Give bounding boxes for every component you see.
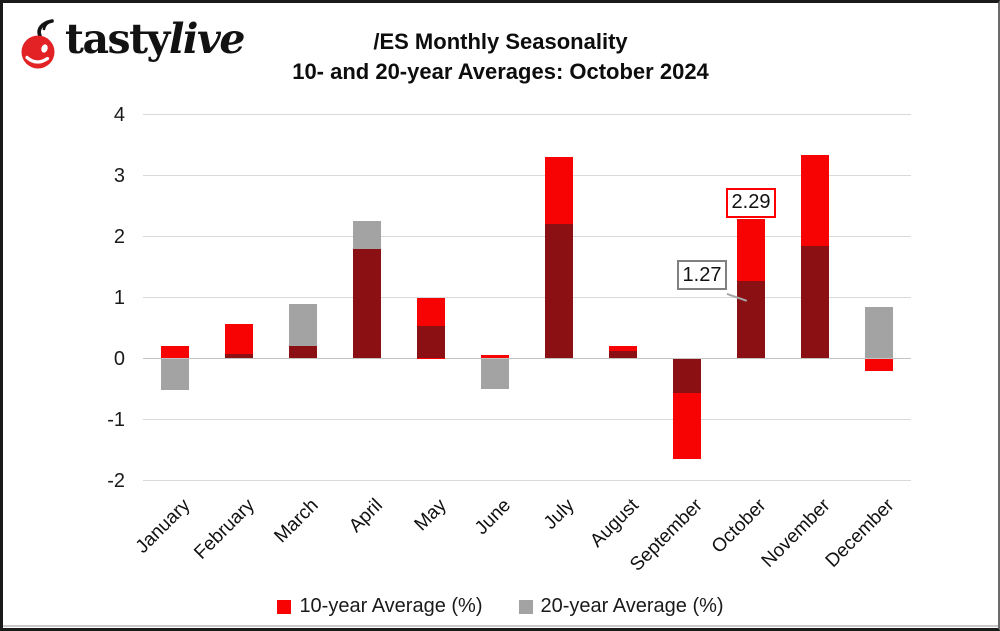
chart-title: /ES Monthly Seasonality 10- and 20-year …: [3, 27, 998, 87]
legend-swatch-20-year-icon: [518, 599, 533, 614]
x-tick-label-october: October: [708, 495, 771, 558]
brand-wordmark: tastylive: [65, 15, 246, 63]
gridline: [143, 418, 911, 421]
bar-overlap-march: [289, 345, 317, 359]
tastylive-logo: tastylive: [19, 15, 246, 71]
bar-10-year-june: [481, 354, 509, 359]
bar-overlap-october: [737, 281, 765, 359]
y-tick-label: -1: [107, 408, 125, 431]
bar-overlap-september: [673, 358, 701, 393]
y-tick-label: 4: [113, 103, 125, 126]
x-tick-label-may: May: [410, 495, 451, 536]
y-tick-label: 0: [113, 347, 125, 370]
legend-label-20-year: 20-year Average (%): [540, 595, 724, 617]
y-tick-label: 3: [113, 164, 125, 187]
x-tick-label-november: November: [758, 495, 835, 572]
legend-item-20-year: 20-year Average (%): [518, 595, 724, 618]
bar-overlap-april: [353, 248, 381, 359]
gridline: [143, 479, 911, 482]
gridline: [143, 174, 911, 177]
x-tick-label-march: March: [270, 495, 323, 548]
y-tick-label: -2: [107, 469, 125, 492]
bar-10-year-february: [225, 323, 253, 359]
legend-label-10-year: 10-year Average (%): [299, 595, 483, 617]
x-axis-line: [143, 357, 911, 360]
plot-area: 4 3 2 1 0 -1 -2 January February March April May Jun…: [3, 3, 998, 628]
gridline: [143, 296, 911, 299]
data-label-2.29: 2.29: [726, 187, 776, 218]
bar-20-year-january: [161, 358, 189, 391]
y-tick-label: 1: [113, 286, 125, 309]
x-tick-label-february: February: [190, 495, 259, 564]
bar-overlap-july: [545, 224, 573, 359]
brand-tasty: tasty: [65, 15, 170, 63]
gridline: [143, 235, 911, 238]
x-tick-label-august: August: [586, 495, 643, 552]
x-tick-label-july: July: [540, 495, 579, 534]
data-label-1.27: 1.27: [677, 260, 727, 291]
bar-20-year-june: [481, 358, 509, 389]
bar-overlap-may: [417, 326, 445, 359]
bar-overlap-august: [609, 350, 637, 359]
chart-title-line1: /ES Monthly Seasonality: [373, 29, 628, 54]
legend-swatch-10-year-icon: [277, 599, 292, 614]
gridline: [143, 113, 911, 116]
legend-item-10-year: 10-year Average (%): [277, 595, 483, 618]
bottom-divider: [3, 625, 998, 627]
brand-live: live: [168, 15, 246, 63]
chart-title-line2: 10- and 20-year Averages: October 2024: [292, 59, 709, 84]
x-tick-label-april: April: [345, 495, 387, 537]
bar-overlap-november: [801, 245, 829, 359]
bar-10-year-december: [865, 358, 893, 371]
x-tick-label-december: December: [822, 495, 899, 572]
cherry-icon: [21, 19, 55, 69]
bar-overlap-february: [225, 353, 253, 359]
bar-10-year-january: [161, 346, 189, 359]
bar-20-year-december: [865, 306, 893, 359]
x-tick-label-january: January: [132, 495, 195, 558]
y-tick-label: 2: [113, 225, 125, 248]
legend: 10-year Average (%) 20-year Average (%): [3, 595, 998, 618]
x-tick-label-june: June: [470, 495, 515, 539]
